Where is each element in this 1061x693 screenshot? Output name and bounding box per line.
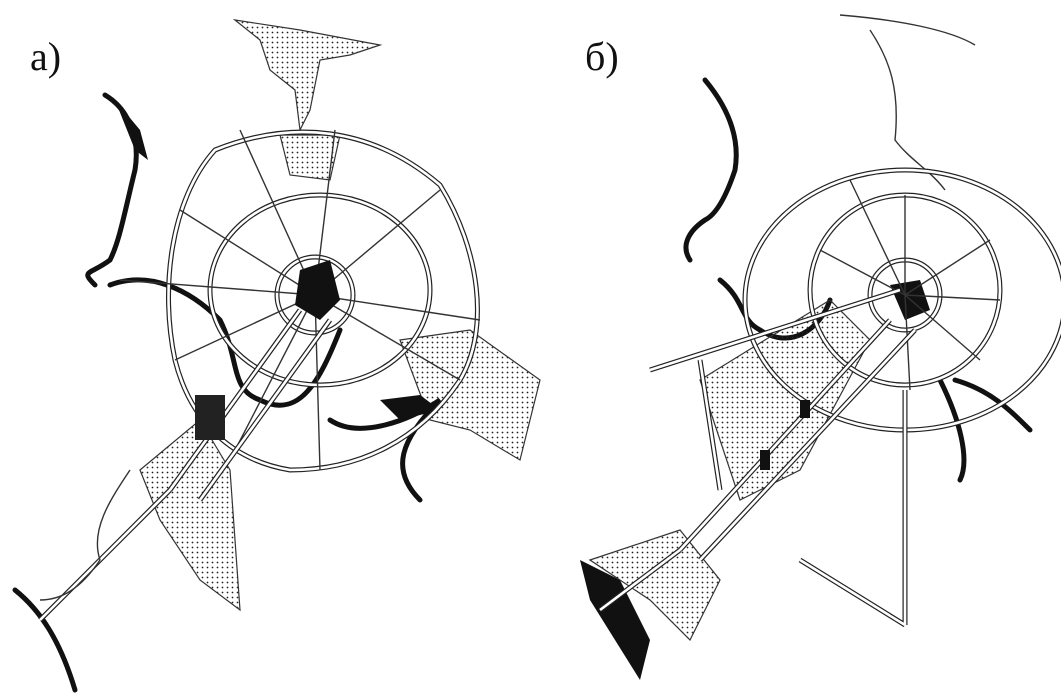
panel-label: а) (30, 34, 61, 79)
map-shape (760, 450, 770, 470)
panel-label: б) (585, 34, 619, 79)
map-figure: а) б) (0, 0, 1061, 693)
map-shape (195, 395, 225, 440)
map-shape (800, 400, 810, 418)
